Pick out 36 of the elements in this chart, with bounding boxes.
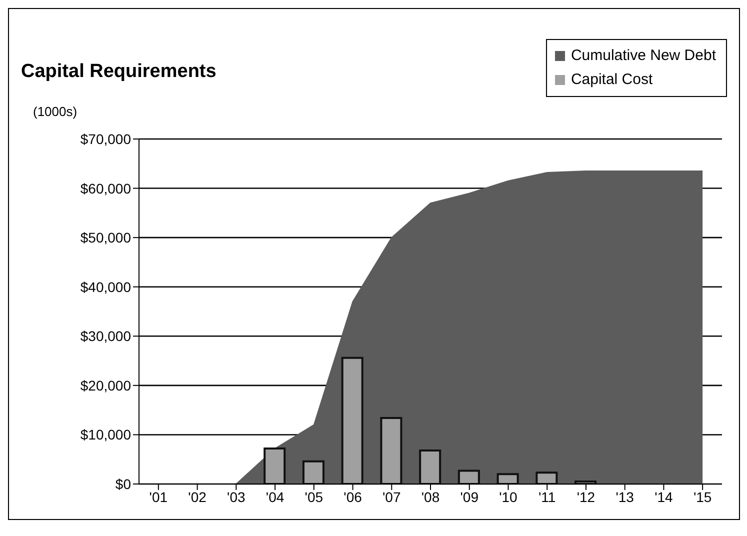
y-tick-label: $50,000 xyxy=(80,230,132,246)
y-tick-label: $70,000 xyxy=(80,130,132,147)
x-tick-label: '14 xyxy=(654,488,674,505)
x-tick-label: '10 xyxy=(499,488,518,505)
x-tick-label: '13 xyxy=(616,488,634,505)
bar xyxy=(458,470,480,484)
legend-label: Cumulative New Debt xyxy=(570,46,716,66)
x-tick-label: '12 xyxy=(576,488,596,505)
y-tick-label: $30,000 xyxy=(80,328,132,344)
bar xyxy=(496,473,519,484)
bar xyxy=(341,356,364,484)
x-tick-label: '09 xyxy=(460,488,479,505)
bar xyxy=(536,472,558,484)
y-tick-label: $0 xyxy=(115,476,132,492)
bar xyxy=(419,449,442,484)
x-tick-label: '05 xyxy=(304,488,324,505)
x-tick-label: '08 xyxy=(421,488,440,505)
y-tick-label: $60,000 xyxy=(80,180,132,196)
legend-label: Capital Cost xyxy=(570,70,653,90)
x-tick-label: '11 xyxy=(538,488,556,505)
y-axis-title: (1000s) xyxy=(33,104,78,119)
x-tick-label: '02 xyxy=(188,488,207,505)
bar xyxy=(574,480,597,484)
bar xyxy=(302,460,324,484)
bar xyxy=(264,448,286,484)
x-tick-label: '04 xyxy=(266,488,284,505)
y-tick-label: $20,000 xyxy=(80,377,132,394)
x-tick-label: '01 xyxy=(149,488,168,505)
x-tick-label: '15 xyxy=(693,488,712,505)
x-tick-label: '03 xyxy=(227,488,246,505)
bar xyxy=(380,416,402,484)
y-tick-label: $10,000 xyxy=(80,426,132,443)
x-tick-label: '07 xyxy=(382,488,401,505)
y-tick-label: $40,000 xyxy=(80,278,132,295)
chart-title: Capital Requirements xyxy=(21,61,216,83)
x-tick-label: '06 xyxy=(344,488,362,505)
